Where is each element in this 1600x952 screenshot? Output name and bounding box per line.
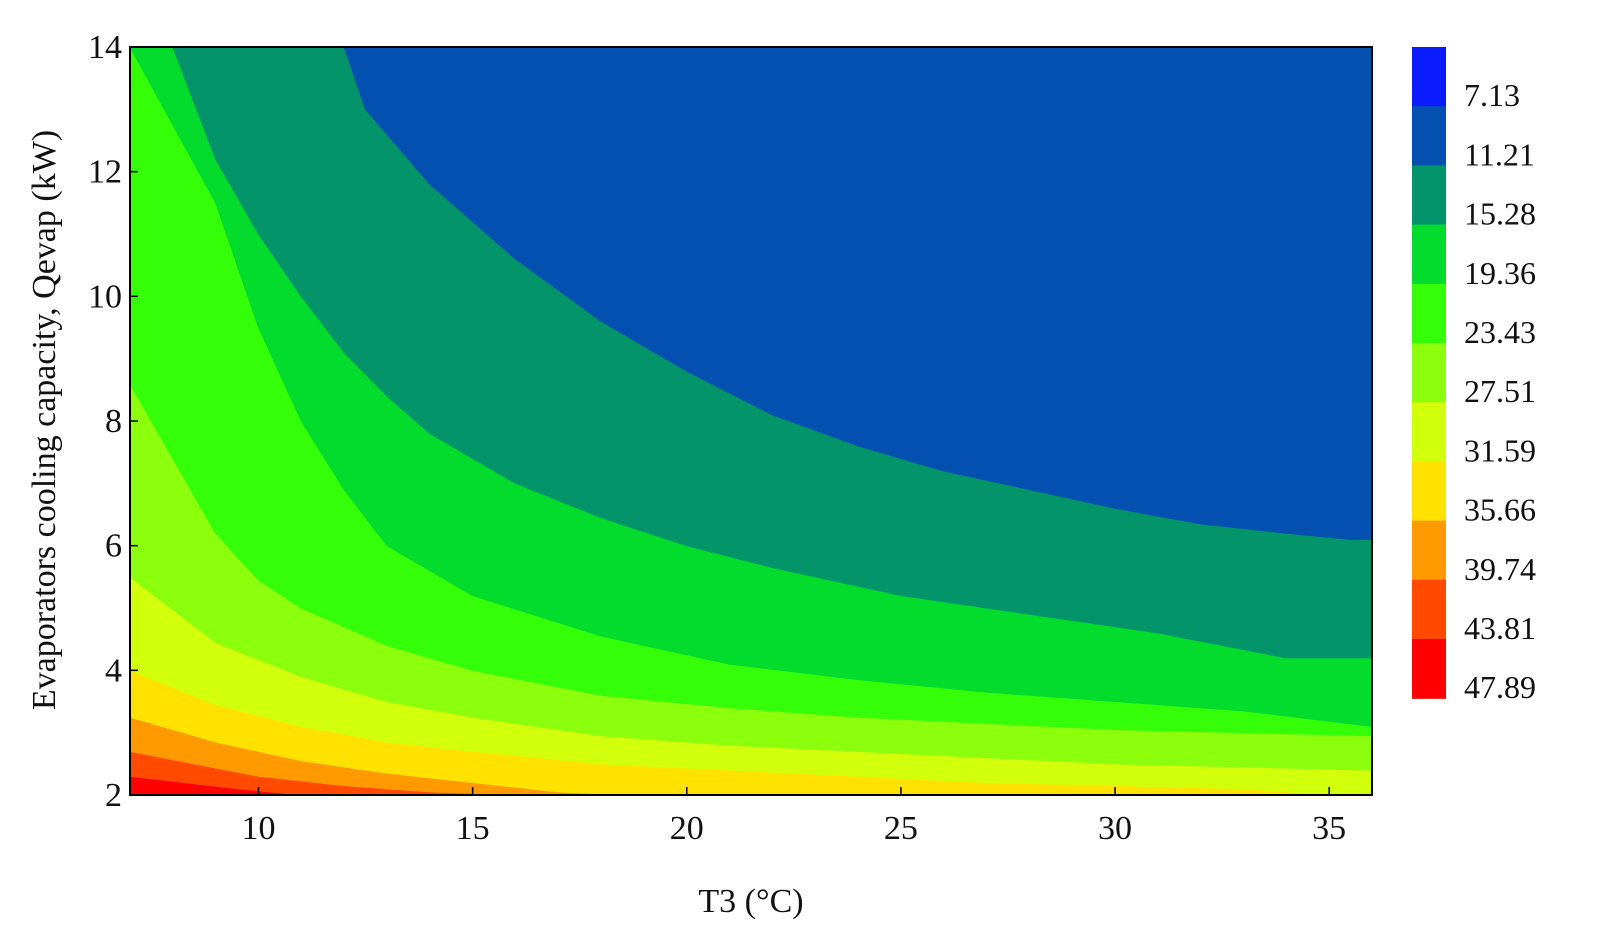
contour-fills	[129, 46, 1373, 796]
colorbar-swatch	[1412, 520, 1446, 581]
colorbar-label: 19.36	[1464, 255, 1536, 291]
colorbar-label: 43.81	[1464, 610, 1536, 646]
x-axis: 10 15 20 25 30 35	[241, 787, 1346, 847]
y-tick-label: 10	[88, 278, 122, 315]
colorbar-swatch	[1412, 343, 1446, 403]
y-tick-label: 4	[105, 652, 122, 689]
colorbar-label: 35.66	[1464, 492, 1536, 528]
colorbar-swatch	[1412, 283, 1446, 344]
colorbar: 7.13 11.21 15.28 19.36 23.43 27.51 31.59 35.66 3…	[1412, 47, 1536, 705]
colorbar-label: 23.43	[1464, 314, 1536, 350]
colorbar-label: 31.59	[1464, 432, 1536, 468]
colorbar-swatch	[1412, 47, 1446, 107]
colorbar-swatch	[1412, 639, 1446, 699]
x-tick-label: 35	[1312, 810, 1346, 847]
colorbar-swatch	[1412, 165, 1446, 226]
colorbar-label: 15.28	[1464, 196, 1536, 232]
y-tick-label: 8	[105, 403, 122, 440]
colorbar-label: 39.74	[1464, 551, 1536, 587]
x-tick-label: 20	[670, 810, 704, 847]
colorbar-label: 7.13	[1464, 77, 1520, 113]
y-tick-label: 6	[105, 528, 122, 565]
y-tick-label: 14	[88, 29, 122, 66]
y-tick-label: 2	[105, 777, 122, 814]
colorbar-swatch	[1412, 106, 1446, 166]
x-tick-label: 15	[456, 810, 490, 847]
x-tick-label: 25	[884, 810, 918, 847]
colorbar-swatch	[1412, 224, 1446, 285]
x-tick-label: 10	[241, 810, 275, 847]
colorbar-label: 11.21	[1464, 136, 1535, 172]
colorbar-label: 27.51	[1464, 373, 1536, 409]
x-tick-label: 30	[1098, 810, 1132, 847]
colorbar-label: 47.89	[1464, 669, 1536, 705]
colorbar-swatch	[1412, 402, 1446, 462]
x-axis-title: T3 (°C)	[698, 883, 803, 920]
y-tick-label: 12	[88, 154, 122, 191]
colorbar-swatch	[1412, 461, 1446, 522]
y-axis: 2 4 6 8 10 12 14	[88, 29, 138, 814]
colorbar-swatch	[1412, 579, 1446, 640]
y-axis-title: Evaporators cooling capacity, Qevap (kW)	[26, 130, 63, 710]
